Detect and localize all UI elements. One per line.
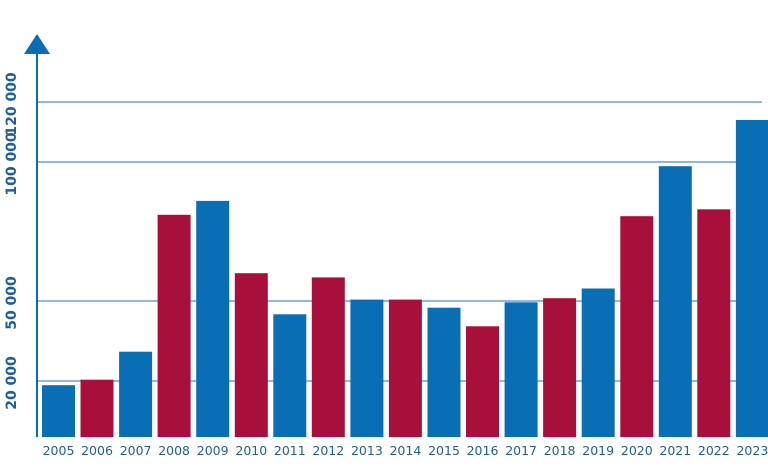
y-tick-label-50000: 50 000 [4,276,20,330]
x-tick-label-2011: 2011 [274,443,306,458]
x-tick-label-2012: 2012 [312,443,344,458]
bar-2023 [735,120,768,437]
bar-2018 [543,298,577,437]
bar-2015 [427,307,461,437]
bar-2016 [466,326,499,437]
x-tick-label-2013: 2013 [351,443,383,458]
bar-2020 [620,216,654,437]
x-tick-label-2017: 2017 [505,443,537,458]
x-tick-label-2005: 2005 [43,443,75,458]
bar-2022 [697,209,731,437]
bar-2011 [273,314,307,437]
x-tick-label-2007: 2007 [120,443,152,458]
bar-2008 [157,214,191,437]
bar-2006 [80,379,114,437]
bar-2017 [504,302,538,437]
x-tick-label-2009: 2009 [197,443,229,458]
bar-2007 [119,351,153,437]
y-tick-label-100000: 100 000 [4,132,20,196]
x-tick-label-2014: 2014 [389,443,421,458]
bar-2014 [388,299,422,437]
bar-2012 [311,277,345,437]
y-tick-label-20000: 20 000 [4,356,20,410]
x-tick-label-2021: 2021 [659,443,691,458]
x-tick-label-2006: 2006 [81,443,113,458]
x-tick-label-2020: 2020 [621,443,653,458]
x-tick-label-2019: 2019 [582,443,614,458]
x-tick-label-2022: 2022 [698,443,730,458]
x-tick-label-2023: 2023 [736,443,768,458]
x-tick-label-2016: 2016 [467,443,499,458]
bar-2010 [234,273,268,437]
bar-2013 [350,299,384,437]
x-tick-labels: 2005 2006 2007 2008 2009 2010 2011 2012 2013 2014… [43,443,768,458]
bar-2019 [581,288,615,437]
y-axis-arrow-icon [24,34,50,54]
x-tick-label-2015: 2015 [428,443,460,458]
x-tick-label-2008: 2008 [158,443,190,458]
y-tick-label-120000: 120 000 [4,72,20,136]
x-tick-label-2018: 2018 [544,443,576,458]
bar-2005 [42,385,75,437]
bars [42,120,768,437]
x-tick-label-2010: 2010 [235,443,267,458]
bar-2021 [658,166,692,437]
bar-2009 [196,200,230,437]
